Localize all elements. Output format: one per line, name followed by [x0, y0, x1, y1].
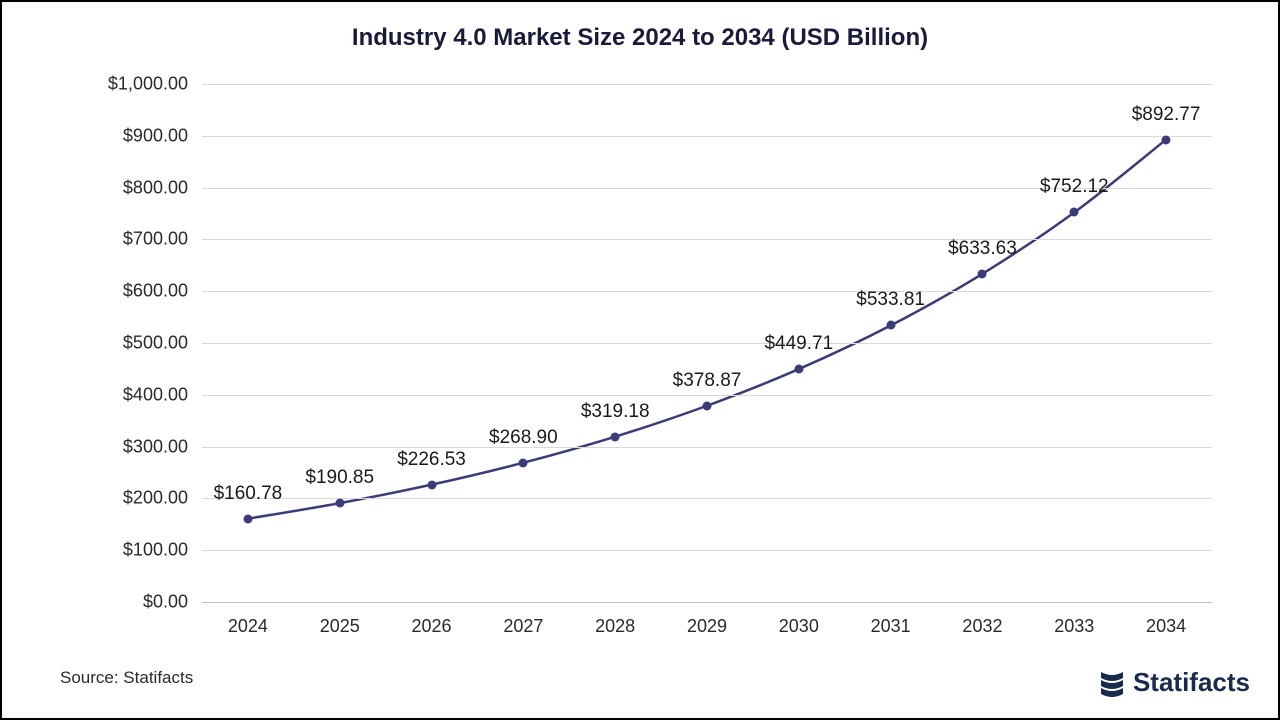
- data-label: $268.90: [489, 427, 558, 449]
- y-tick-label: $900.00: [2, 125, 188, 146]
- x-tick-label: 2029: [687, 616, 727, 637]
- series-line: [248, 140, 1166, 519]
- data-marker: [794, 365, 803, 374]
- y-gridline: [202, 239, 1212, 240]
- y-tick-label: $300.00: [2, 436, 188, 457]
- data-marker: [611, 432, 620, 441]
- data-marker: [703, 401, 712, 410]
- y-gridline: [202, 550, 1212, 551]
- data-marker: [519, 458, 528, 467]
- y-tick-label: $800.00: [2, 177, 188, 198]
- data-label: $533.81: [856, 289, 925, 311]
- data-label: $633.63: [948, 238, 1017, 260]
- data-marker: [1070, 208, 1079, 217]
- x-tick-label: 2025: [320, 616, 360, 637]
- data-label: $449.71: [764, 333, 833, 355]
- data-label: $752.12: [1040, 176, 1109, 198]
- plot-area: $160.78 $190.85 $226.53 $268.90 $319.18 $378.…: [202, 84, 1212, 602]
- brand-text: Statifacts: [1133, 667, 1250, 698]
- x-tick-label: 2026: [412, 616, 452, 637]
- brand-logo: Statifacts: [1097, 667, 1250, 698]
- x-tick-label: 2031: [871, 616, 911, 637]
- data-label: $378.87: [673, 370, 742, 392]
- data-label: $226.53: [397, 449, 466, 471]
- x-tick-label: 2027: [503, 616, 543, 637]
- data-marker: [886, 321, 895, 330]
- data-label: $319.18: [581, 401, 650, 423]
- y-gridline: [202, 447, 1212, 448]
- y-tick-label: $600.00: [2, 281, 188, 302]
- y-gridline: [202, 395, 1212, 396]
- x-tick-label: 2024: [228, 616, 268, 637]
- y-gridline: [202, 136, 1212, 137]
- data-marker: [978, 269, 987, 278]
- data-marker: [427, 480, 436, 489]
- y-gridline: [202, 343, 1212, 344]
- data-marker: [243, 514, 252, 523]
- y-tick-label: $500.00: [2, 333, 188, 354]
- y-tick-label: $0.00: [2, 592, 188, 613]
- y-tick-label: $200.00: [2, 488, 188, 509]
- x-tick-label: 2032: [962, 616, 1002, 637]
- data-marker: [1162, 135, 1171, 144]
- chart-title: Industry 4.0 Market Size 2024 to 2034 (U…: [2, 24, 1278, 52]
- x-tick-label: 2034: [1146, 616, 1186, 637]
- chart-frame: Industry 4.0 Market Size 2024 to 2034 (U…: [0, 0, 1280, 720]
- y-gridline: [202, 291, 1212, 292]
- y-gridline: [202, 498, 1212, 499]
- y-tick-label: $100.00: [2, 540, 188, 561]
- x-axis-line: [202, 602, 1212, 603]
- data-label: $190.85: [305, 467, 374, 489]
- x-tick-label: 2030: [779, 616, 819, 637]
- brand-icon: [1097, 668, 1127, 698]
- data-marker: [335, 499, 344, 508]
- y-tick-label: $1,000.00: [2, 74, 188, 95]
- y-gridline: [202, 84, 1212, 85]
- data-label: $160.78: [214, 483, 283, 505]
- y-tick-label: $700.00: [2, 229, 188, 250]
- x-tick-label: 2033: [1054, 616, 1094, 637]
- data-label: $892.77: [1132, 104, 1201, 126]
- y-tick-label: $400.00: [2, 384, 188, 405]
- source-text: Source: Statifacts: [60, 668, 193, 688]
- x-tick-label: 2028: [595, 616, 635, 637]
